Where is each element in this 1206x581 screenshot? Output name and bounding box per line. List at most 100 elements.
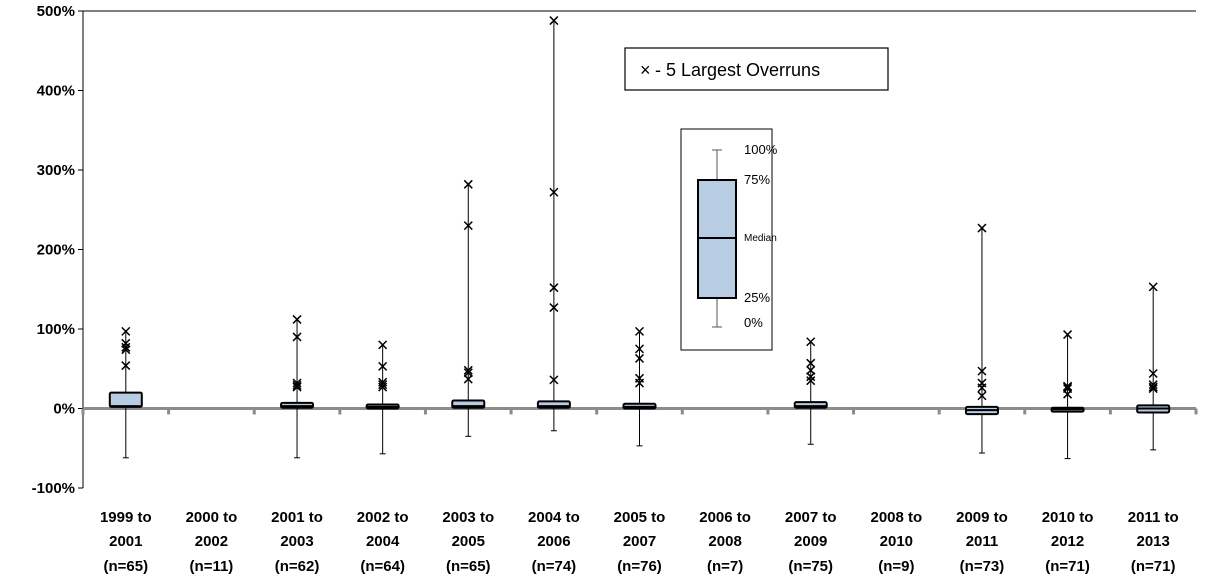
box-group	[280, 314, 315, 459]
x-label-count: (n=71)	[1131, 558, 1176, 575]
x-label-count: (n=71)	[1045, 558, 1090, 575]
overrun-marker	[463, 374, 473, 384]
x-label-line1: 2004 to	[528, 509, 580, 526]
overrun-marker	[378, 361, 388, 371]
overrun-marker	[549, 16, 559, 26]
x-label-line2: 2013	[1137, 533, 1170, 550]
x-label-line2: 2012	[1051, 533, 1084, 550]
box-group	[1136, 282, 1171, 451]
y-tick-label: 200%	[37, 242, 75, 259]
box-key-label-100: 100%	[744, 142, 778, 157]
overrun-marker	[1148, 382, 1158, 392]
legend-label: - 5 Largest Overruns	[655, 60, 820, 80]
y-axis: -100% 0% 100% 200% 300% 400% 500%	[32, 3, 1196, 497]
x-label-count: (n=74)	[532, 558, 577, 575]
x-label-line1: 2003 to	[442, 509, 494, 526]
overrun-marker	[1148, 384, 1158, 394]
legend: × - 5 Largest Overruns	[624, 47, 889, 91]
overrun-marker	[121, 342, 131, 352]
legend-frame	[624, 47, 889, 91]
overrun-marker	[977, 223, 987, 233]
overrun-marker	[806, 337, 816, 347]
x-label-line2: 2003	[280, 533, 313, 550]
overrun-marker	[634, 344, 645, 354]
x-label-line2: 2005	[452, 533, 485, 550]
overrun-marker	[1148, 282, 1158, 292]
overrun-marker	[806, 372, 816, 382]
overrun-marker	[292, 380, 302, 390]
x-label-count: (n=64)	[360, 558, 405, 575]
overrun-marker	[806, 376, 816, 386]
x-label-count: (n=76)	[617, 558, 662, 575]
overrun-marker	[977, 391, 987, 401]
y-tick-label: -100%	[32, 480, 75, 497]
box-group	[365, 340, 400, 455]
x-label-count: (n=9)	[878, 558, 914, 575]
x-label-line2: 2002	[195, 533, 228, 550]
box-group	[1050, 330, 1085, 460]
x-label-line2: 2007	[623, 533, 656, 550]
overrun-marker	[634, 378, 645, 388]
x-label-count: (n=65)	[104, 558, 149, 575]
box-group	[964, 223, 999, 454]
overrun-marker	[1148, 380, 1158, 390]
y-tick-label: 300%	[37, 162, 75, 179]
x-label-line2: 2006	[537, 533, 570, 550]
x-label-line1: 2006 to	[699, 509, 751, 526]
overrun-marker	[977, 366, 987, 376]
box-key-label-75: 75%	[744, 172, 770, 187]
overrun-marker	[549, 187, 559, 197]
box-key-label-0: 0%	[744, 315, 763, 330]
iqr-box	[108, 391, 143, 408]
box-key-label-median: Median	[744, 233, 777, 244]
y-tick-label: 0%	[53, 401, 75, 418]
x-label-line1: 2002 to	[357, 509, 409, 526]
x-label-line1: 2005 to	[614, 509, 666, 526]
box-group	[622, 326, 657, 447]
legend-marker: ×	[640, 60, 651, 80]
x-label-count: (n=73)	[960, 558, 1005, 575]
y-tick-label: 500%	[37, 3, 75, 20]
overrun-marker	[549, 303, 559, 313]
overrun-marker	[463, 221, 473, 231]
overrun-marker	[378, 382, 388, 392]
overrun-marker	[634, 353, 645, 363]
x-label-line1: 2000 to	[186, 509, 238, 526]
box-series	[108, 16, 1171, 460]
box-key: 100% 75% Median 25% 0%	[680, 128, 778, 351]
box-key-label-25: 25%	[744, 290, 770, 305]
overrun-marker	[378, 380, 388, 390]
overrun-marker	[121, 345, 131, 355]
x-label-line1: 2008 to	[870, 509, 922, 526]
overrun-marker	[292, 378, 302, 388]
x-label-line1: 2007 to	[785, 509, 837, 526]
x-label-line1: 2010 to	[1042, 509, 1094, 526]
overrun-marker	[806, 358, 816, 368]
overrun-marker	[292, 382, 302, 392]
x-label-line1: 2011 to	[1128, 509, 1179, 526]
x-label-line2: 2011	[966, 533, 999, 550]
overrun-marker	[463, 179, 473, 189]
x-label-count: (n=7)	[707, 558, 743, 575]
x-label-line2: 2001	[109, 533, 142, 550]
x-label-count: (n=62)	[275, 558, 320, 575]
overrun-marker	[1148, 368, 1158, 379]
box-group	[451, 179, 486, 437]
overrun-marker	[292, 314, 302, 324]
x-label-line2: 2010	[880, 533, 913, 550]
box-group	[793, 337, 828, 445]
box-group	[536, 16, 571, 432]
overrun-marker	[378, 340, 388, 350]
overrun-marker	[1063, 382, 1073, 392]
overrun-marker	[121, 326, 131, 336]
y-tick-label: 400%	[37, 83, 75, 100]
x-label-count: (n=75)	[788, 558, 833, 575]
overrun-marker	[1063, 330, 1073, 340]
overrun-marker	[977, 383, 987, 393]
overrun-marker	[121, 361, 131, 371]
x-label-line2: 2004	[366, 533, 400, 550]
x-axis-labels: 1999 to 2001 (n=65) 2000 to 2002 (n=11) 2001 t…	[100, 509, 1179, 575]
overrun-marker	[292, 332, 302, 342]
overrun-marker	[634, 326, 645, 336]
